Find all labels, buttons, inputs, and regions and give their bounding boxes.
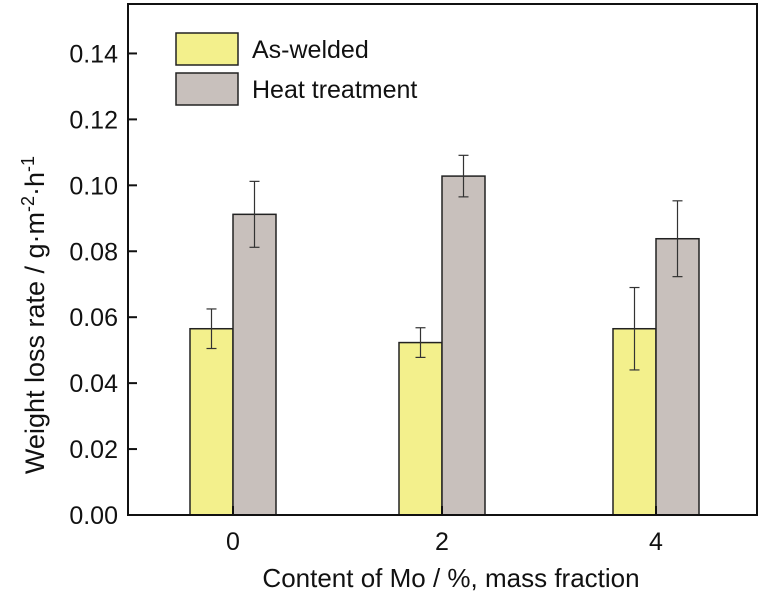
y-tick-label: 0.08: [69, 238, 118, 266]
y-axis-title-sup2: -1: [18, 156, 38, 172]
y-tick-label: 0.14: [69, 40, 118, 68]
x-tick-label: 0: [226, 528, 240, 556]
x-axis-title: Content of Mo / %, mass fraction: [262, 563, 639, 593]
y-tick-label: 0.10: [69, 172, 118, 200]
plot-area: [189, 154, 700, 516]
legend: As-welded Heat treatment: [175, 32, 417, 106]
y-tick-label: 0.00: [69, 502, 118, 530]
x-tick-label: 2: [435, 528, 449, 556]
y-axis-title-sup1: -2: [18, 196, 38, 212]
bar-heat-treatment: [441, 175, 486, 516]
y-axis-title-main: Weight loss rate / g·m: [20, 212, 50, 474]
legend-swatch-heat-treatment: [175, 72, 239, 106]
y-tick-label: 0.04: [69, 370, 118, 398]
y-tick-label: 0.12: [69, 106, 118, 134]
y-tick-label: 0.06: [69, 304, 118, 332]
x-tick-label: 4: [649, 528, 663, 556]
bar-heat-treatment: [655, 237, 700, 516]
y-axis-title: Weight loss rate / g·m-2·h-1: [18, 156, 50, 474]
bar-heat-treatment: [232, 213, 277, 516]
bar-as-welded: [398, 341, 443, 516]
y-tick-label: 0.02: [69, 436, 118, 464]
legend-label-as-welded: As-welded: [252, 36, 369, 64]
legend-label-heat-treatment: Heat treatment: [252, 76, 417, 104]
legend-swatch-as-welded: [175, 32, 239, 66]
axes: 0.00 0.02 0.04 0.06 0.08 0.10 0.12 0.14 0 2 4: [69, 3, 758, 556]
y-axis-title-mid: ·h: [20, 172, 50, 196]
bar-as-welded: [189, 327, 234, 516]
